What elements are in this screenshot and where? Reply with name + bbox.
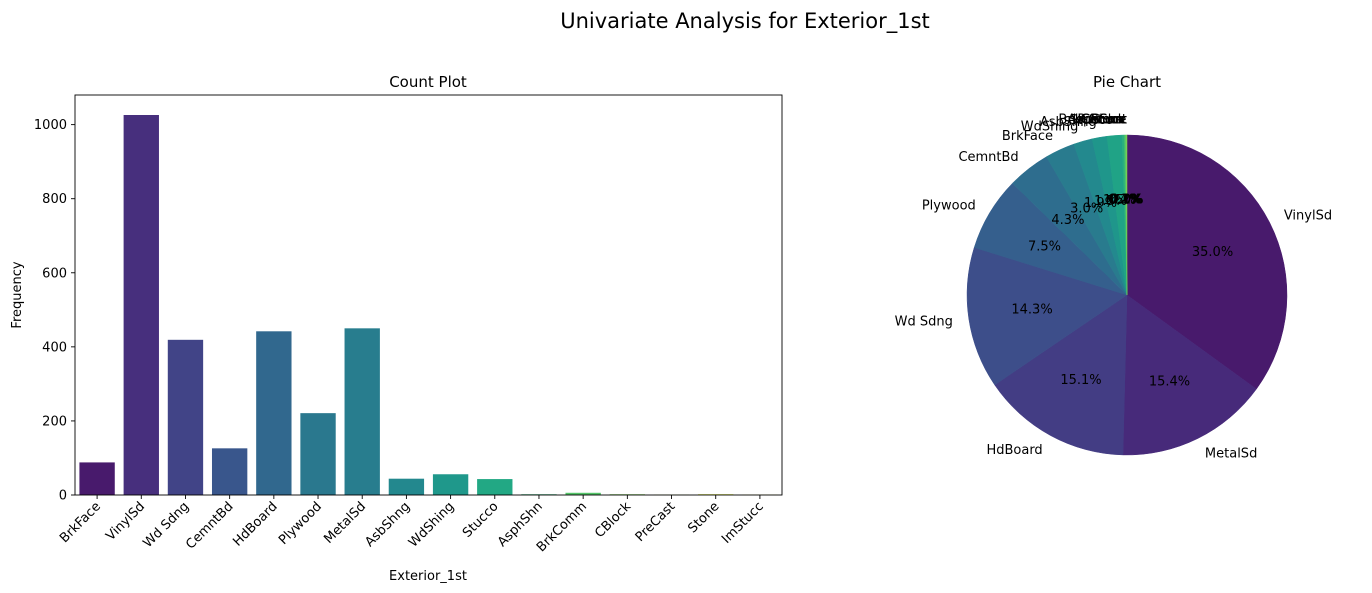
- slice-pct-asbshng: 1.5%: [1094, 194, 1127, 209]
- slice-label-wdshing: WdShing: [1021, 119, 1079, 134]
- slice-pct-stucco: 1.5%: [1103, 193, 1136, 208]
- slice-label-brkface: BrkFace: [1002, 129, 1053, 144]
- y-tick-label-800: 800: [42, 192, 67, 207]
- slice-pct-brkcomm: 0.2%: [1108, 193, 1141, 208]
- bar-vinylsd: [123, 115, 159, 495]
- bar-wd-sdng: [167, 339, 204, 495]
- pie-chart-slices: [966, 134, 1288, 456]
- count-plot-bars: [79, 115, 778, 495]
- figure-title: Univariate Analysis for Exterior_1st: [560, 9, 930, 34]
- bar-brkface: [79, 462, 115, 495]
- slice-pct-wd-sdng: 14.3%: [1011, 303, 1052, 318]
- slice-pct-brkface: 3.0%: [1070, 201, 1103, 216]
- pie-chart-labels: VinylSd 35.0% MetalSd 15.4% HdBoard 15.1% Wd S…: [895, 113, 1332, 462]
- pie-chart: Pie Chart VinylSd 35.0% MetalSd 15.4% HdBoar…: [895, 73, 1332, 461]
- y-tick-label-0: 0: [59, 489, 67, 504]
- bar-metalsd: [344, 328, 380, 495]
- slice-pct-precast: 0.0%: [1110, 193, 1143, 208]
- slice-vinylsd: [1126, 134, 1288, 390]
- slice-metalsd: [1122, 294, 1257, 456]
- slice-label-asphshn: AsphShn: [1067, 113, 1124, 128]
- slice-pct-cblock: 0.1%: [1110, 193, 1143, 208]
- slice-label-imstucc: ImStucc: [1075, 113, 1127, 128]
- slice-pct-asphshn: 0.1%: [1109, 193, 1142, 208]
- y-tick-label-600: 600: [42, 266, 67, 281]
- slice-label-plywood: Plywood: [922, 198, 976, 213]
- slice-label-asbshng: AsbShng: [1040, 115, 1097, 130]
- slice-label-vinylsd: VinylSd: [1284, 209, 1332, 224]
- pie-chart-title: Pie Chart: [1093, 73, 1161, 91]
- slice-hdboard: [994, 294, 1128, 456]
- slice-wd-sdng: [966, 247, 1128, 386]
- slice-label-cemntbd: CemntBd: [958, 150, 1018, 165]
- bar-wdshing: [432, 474, 469, 495]
- y-tick-label-200: 200: [42, 414, 67, 429]
- slice-stone: [1125, 134, 1128, 296]
- bar-stucco: [477, 479, 513, 495]
- slice-label-hdboard: HdBoard: [986, 443, 1042, 458]
- bar-brkcomm: [565, 492, 601, 495]
- y-tick-label-400: 400: [42, 340, 67, 355]
- count-plot-title: Count Plot: [389, 73, 467, 91]
- slice-pct-plywood: 7.5%: [1028, 239, 1061, 254]
- slice-label-cblock: CBlock: [1081, 113, 1126, 128]
- slice-label-stucco: Stucco: [1069, 113, 1113, 128]
- count-plot-frame: [74, 94, 783, 496]
- slice-pct-hdboard: 15.1%: [1060, 373, 1101, 388]
- slice-label-wd-sdng: Wd Sdng: [895, 314, 953, 329]
- count-plot-ylabel: Frequency: [10, 261, 25, 328]
- slice-pct-cemntbd: 4.3%: [1051, 213, 1084, 228]
- y-tick-label-1000: 1000: [34, 118, 67, 133]
- bar-cemntbd: [211, 448, 248, 495]
- slice-pct-vinylsd: 35.0%: [1192, 245, 1233, 260]
- bar-plywood: [300, 413, 336, 495]
- slice-label-stone: Stone: [1089, 113, 1127, 128]
- slice-pct-imstucc: 0.0%: [1110, 193, 1143, 208]
- count-plot-xlabel: Exterior_1st: [389, 569, 467, 584]
- slice-label-metalsd: MetalSd: [1205, 446, 1257, 461]
- slice-pct-metalsd: 15.4%: [1149, 375, 1190, 390]
- slice-pct-stone: 0.1%: [1110, 193, 1143, 208]
- bar-hdboard: [256, 331, 292, 495]
- slice-label-precast: PreCast: [1077, 113, 1127, 128]
- slice-pct-wdshing: 1.9%: [1084, 196, 1117, 211]
- slice-label-brkcomm: BrkComm: [1058, 113, 1122, 128]
- bar-asbshng: [388, 478, 425, 495]
